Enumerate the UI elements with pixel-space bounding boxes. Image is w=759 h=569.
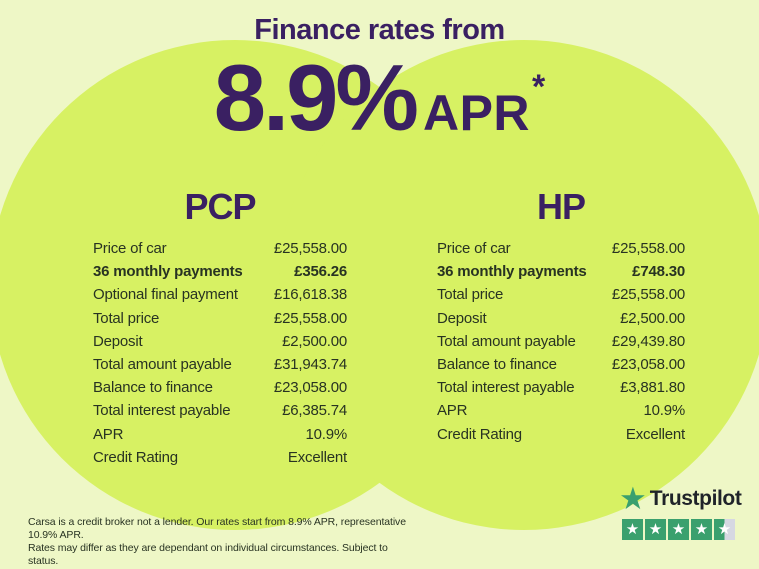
table-row: Total interest payable £6,385.74: [93, 399, 347, 422]
rate-value: 8.9%: [213, 45, 419, 150]
hp-rows: Price of car £25,558.00 36 monthly payme…: [437, 237, 685, 446]
table-row: Total price £25,558.00: [437, 283, 685, 306]
table-row: Balance to finance £23,058.00: [93, 376, 347, 399]
disclaimer-line-2: Rates may differ as they are dependant o…: [28, 542, 388, 567]
row-label: Optional final payment: [93, 286, 238, 304]
table-row: Total price £25,558.00: [93, 307, 347, 330]
trustpilot-wordmark: Trustpilot: [649, 487, 742, 510]
disclaimer-line-1: Carsa is a credit broker not a lender. O…: [28, 516, 406, 541]
pcp-title: PCP: [184, 186, 256, 227]
hp-table: HP Price of car £25,558.00 36 monthly pa…: [437, 186, 685, 446]
row-label: 36 monthly payments: [437, 263, 587, 281]
table-row: Total interest payable £3,881.80: [437, 376, 685, 399]
row-value: £2,500.00: [620, 309, 685, 327]
rating-star-box-icon: ★: [714, 519, 735, 540]
trustpilot-star-icon: ★: [619, 481, 647, 516]
headline-rate: 8.9% APR *: [0, 45, 759, 150]
row-label: Credit Rating: [93, 448, 178, 466]
row-value: £25,558.00: [273, 309, 347, 327]
row-label: Credit Rating: [437, 425, 522, 443]
table-row: Deposit £2,500.00: [93, 330, 347, 353]
table-row: Credit Rating Excellent: [93, 446, 347, 469]
row-label: Total amount payable: [93, 355, 232, 373]
pcp-rows: Price of car £25,558.00 36 monthly payme…: [93, 237, 347, 469]
table-row: 36 monthly payments £748.30: [437, 260, 685, 283]
row-value: £356.26: [294, 263, 347, 281]
row-label: Total price: [437, 286, 504, 304]
row-label: Price of car: [437, 240, 511, 257]
rate-asterisk-icon: *: [532, 68, 546, 106]
row-label: Price of car: [93, 240, 167, 257]
rating-star-box-icon: ★: [645, 519, 666, 540]
table-row: Total amount payable £29,439.80: [437, 330, 685, 353]
rating-star-box-icon: ★: [668, 519, 689, 540]
trustpilot-rating-stars: ★ ★ ★ ★ ★: [622, 519, 741, 540]
table-row: 36 monthly payments £356.26: [93, 260, 347, 283]
rating-star-box-icon: ★: [691, 519, 712, 540]
rating-star-box-icon: ★: [622, 519, 643, 540]
header-subtitle: Finance rates from: [254, 14, 505, 46]
row-value: 10.9%: [305, 425, 347, 443]
row-value: £748.30: [632, 263, 685, 281]
row-label: Balance to finance: [93, 379, 213, 397]
table-row: Price of car £25,558.00: [437, 237, 685, 260]
row-label: Deposit: [437, 309, 487, 327]
row-value: £2,500.00: [282, 332, 347, 350]
table-row: Balance to finance £23,058.00: [437, 353, 685, 376]
disclaimer-text: Carsa is a credit broker not a lender. O…: [28, 516, 408, 568]
table-row: APR 10.9%: [437, 399, 685, 422]
row-label: Total interest payable: [93, 402, 231, 420]
row-value: £16,618.38: [273, 286, 347, 304]
row-label: Deposit: [93, 332, 143, 350]
table-row: Optional final payment £16,618.38: [93, 283, 347, 306]
background-blob-right: [279, 40, 759, 530]
row-value: £23,058.00: [273, 379, 347, 397]
hp-title: HP: [536, 186, 586, 227]
row-label: Total amount payable: [437, 332, 576, 350]
row-value: Excellent: [287, 448, 347, 466]
pcp-table: PCP Price of car £25,558.00 36 monthly p…: [93, 186, 347, 469]
table-row: Price of car £25,558.00: [93, 237, 347, 260]
row-value: Excellent: [625, 425, 685, 443]
row-value: £25,558.00: [611, 240, 685, 257]
row-label: APR: [93, 425, 124, 443]
table-row: APR 10.9%: [93, 423, 347, 446]
table-row: Credit Rating Excellent: [437, 423, 685, 446]
row-label: APR: [437, 402, 468, 420]
row-value: £23,058.00: [611, 355, 685, 373]
row-value: £6,385.74: [282, 402, 347, 420]
row-value: £25,558.00: [611, 286, 685, 304]
row-label: Balance to finance: [437, 355, 557, 373]
row-label: Total price: [93, 309, 160, 327]
row-value: £25,558.00: [273, 240, 347, 257]
row-value: £29,439.80: [611, 332, 685, 350]
trustpilot-badge[interactable]: ★ Trustpilot ★ ★ ★ ★ ★: [619, 481, 742, 540]
table-row: Total amount payable £31,943.74: [93, 353, 347, 376]
rate-suffix: APR: [422, 85, 531, 141]
row-label: Total interest payable: [437, 379, 575, 397]
row-value: £3,881.80: [620, 379, 685, 397]
row-value: 10.9%: [643, 402, 685, 420]
table-row: Deposit £2,500.00: [437, 307, 685, 330]
trustpilot-logo: ★ Trustpilot: [619, 481, 742, 516]
row-label: 36 monthly payments: [93, 263, 243, 281]
row-value: £31,943.74: [273, 355, 347, 373]
